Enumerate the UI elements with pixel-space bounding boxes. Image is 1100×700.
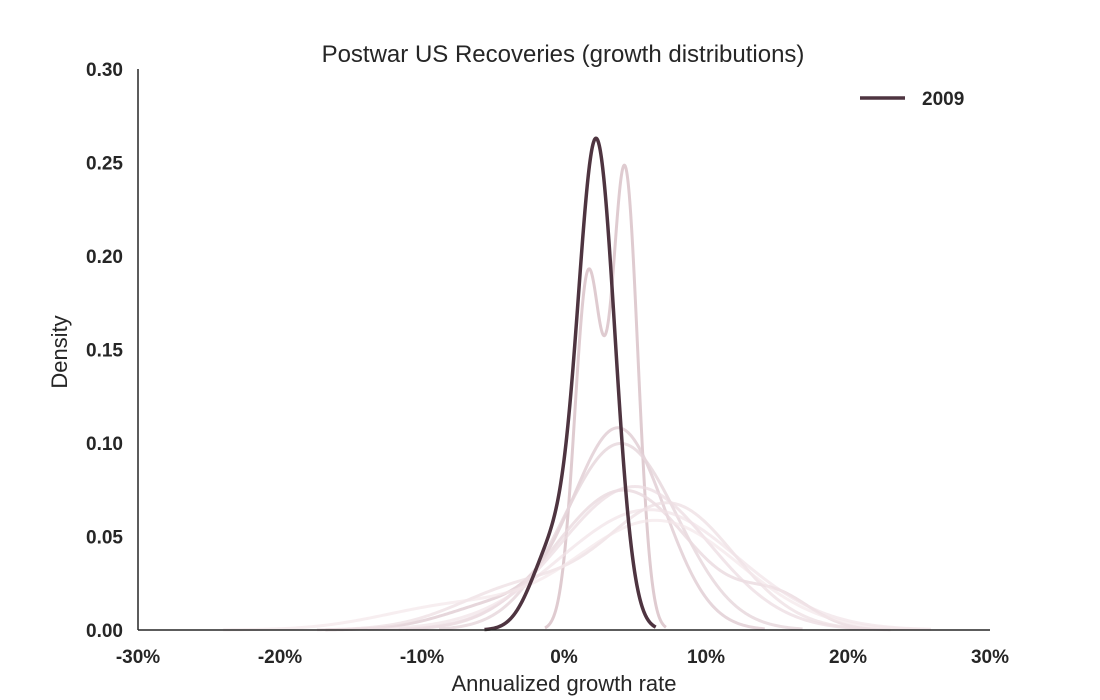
density-curves — [223, 136, 931, 632]
x-tick-label: -30% — [116, 647, 160, 668]
x-tick-label: 20% — [829, 647, 867, 668]
y-tick-label: 0.10 — [86, 434, 123, 455]
series-line-2009 — [483, 136, 657, 632]
y-tick-label: 0.05 — [86, 528, 123, 549]
series-line-background — [316, 501, 876, 632]
legend-label-2009: 2009 — [922, 89, 964, 110]
x-tick-label: -10% — [400, 647, 444, 668]
y-tick-labels: 0.00 0.05 0.10 0.15 0.20 0.25 0.30 — [86, 60, 123, 642]
y-tick-label: 0.15 — [86, 341, 123, 362]
y-tick-label: 0.20 — [86, 247, 123, 268]
y-axis-label: Density — [47, 315, 72, 388]
series-line-background — [367, 508, 931, 631]
legend: 2009 — [860, 89, 964, 110]
x-tick-label: 10% — [687, 647, 725, 668]
x-tick-label: 0% — [550, 647, 578, 668]
y-tick-label: 0.25 — [86, 154, 123, 175]
y-tick-label: 0.00 — [86, 621, 123, 642]
series-line-background — [398, 485, 872, 631]
x-tick-label: -20% — [258, 647, 302, 668]
series-line-background — [543, 163, 668, 630]
chart-title: Postwar US Recoveries (growth distributi… — [322, 41, 805, 68]
x-axis-label: Annualized growth rate — [451, 671, 676, 696]
x-tick-label: 30% — [971, 647, 1009, 668]
series-line-background — [438, 441, 803, 631]
y-tick-label: 0.30 — [86, 60, 123, 81]
x-tick-labels: -30% -20% -10% 0% 10% 20% 30% — [116, 647, 1009, 668]
series-line-background — [223, 518, 920, 632]
